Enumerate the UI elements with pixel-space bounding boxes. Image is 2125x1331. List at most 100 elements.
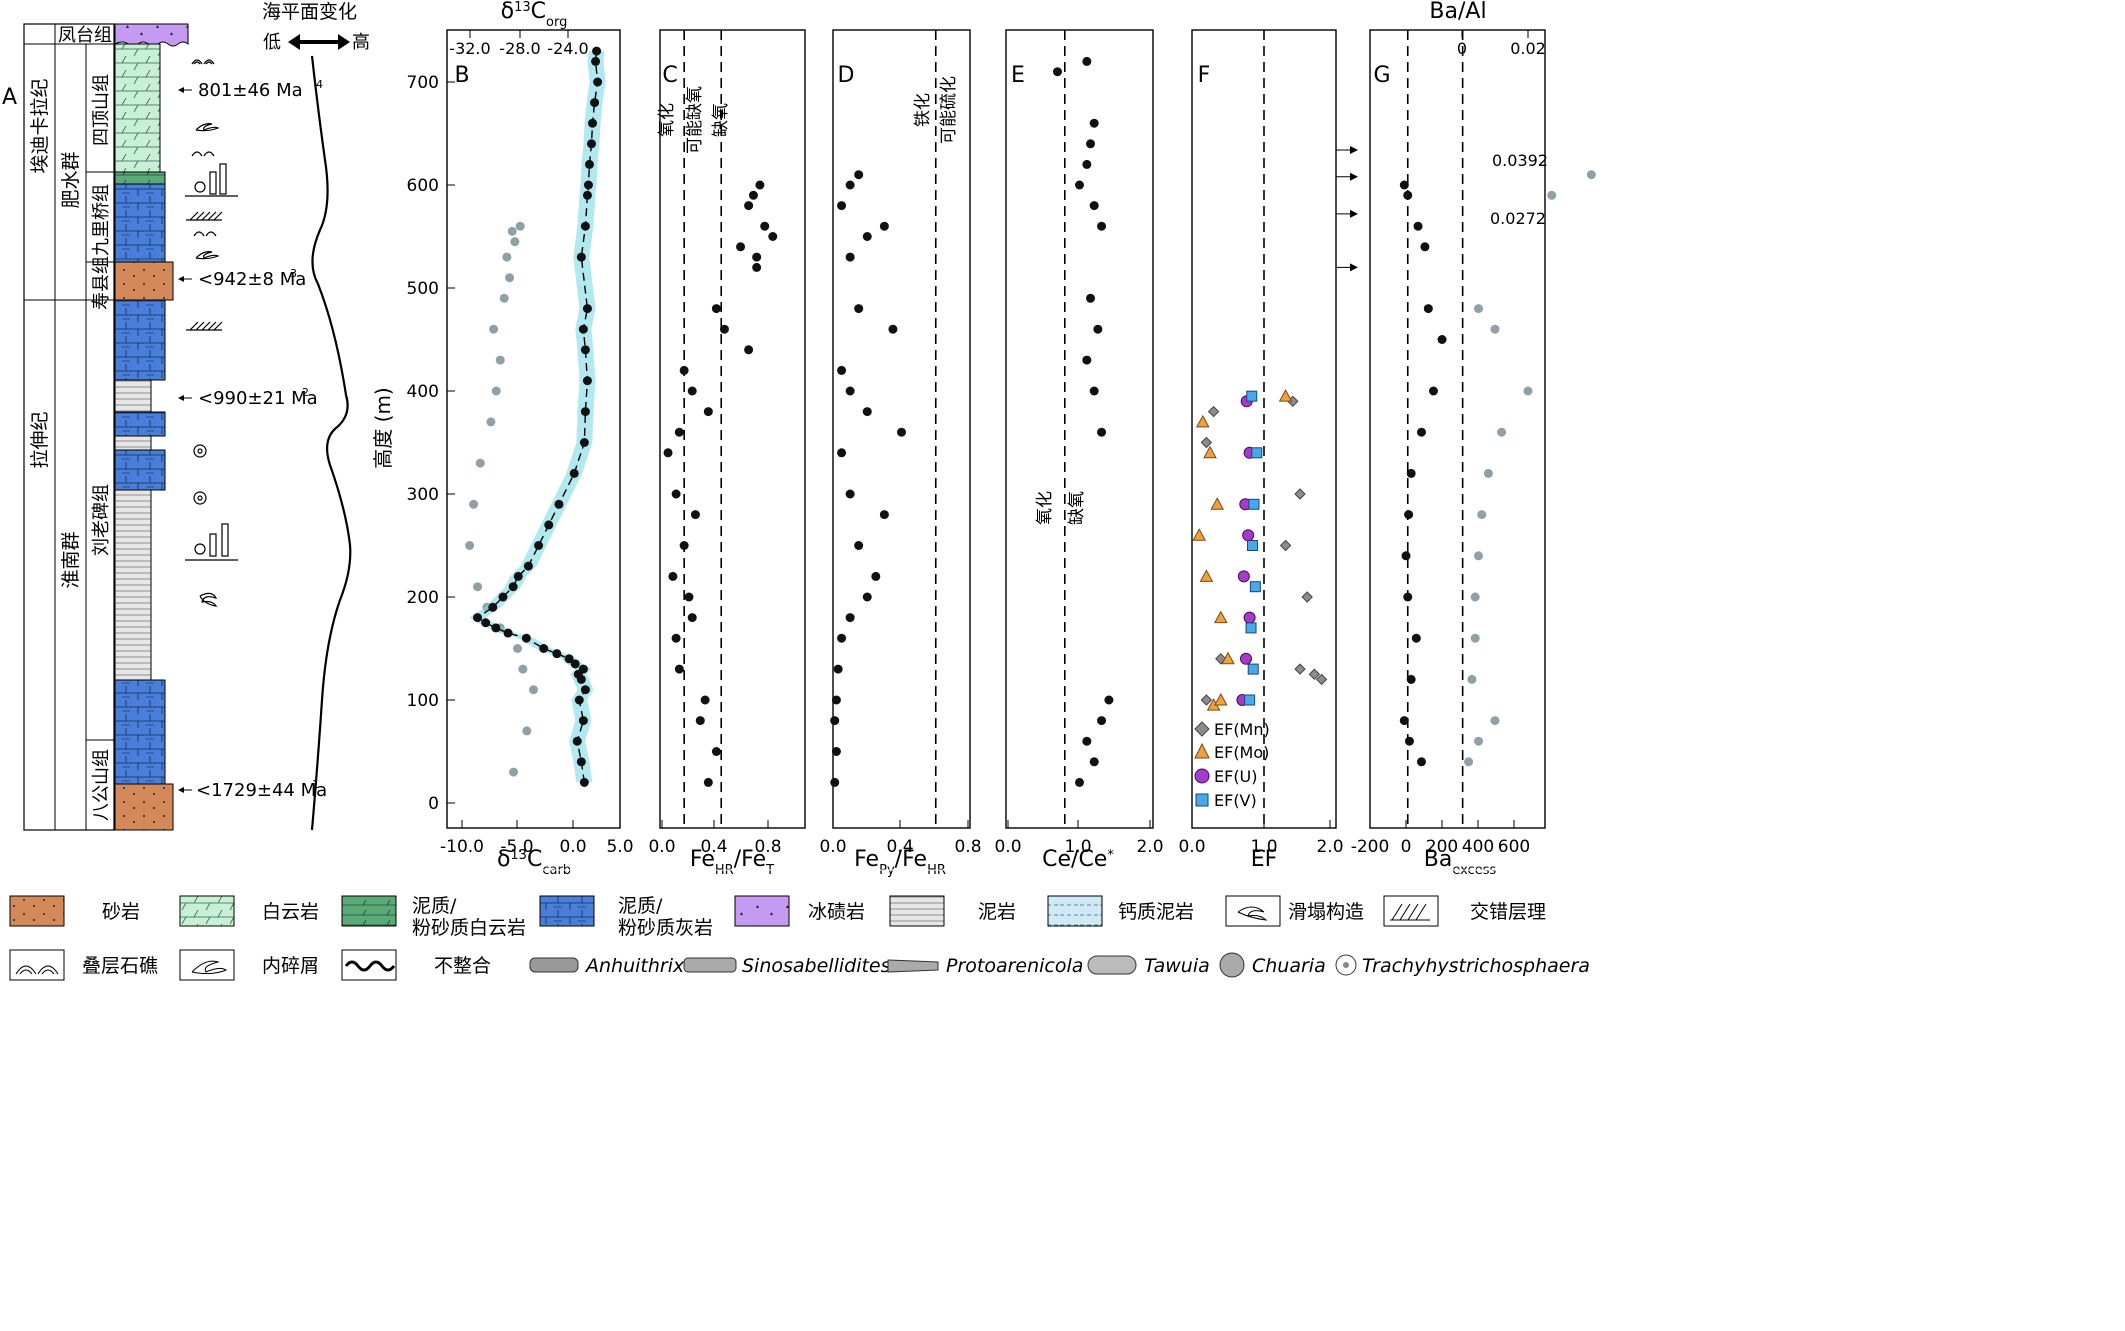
fepy-point xyxy=(831,747,841,756)
stromatolite-icon xyxy=(191,151,215,157)
legend-cross-bedding: 交错层理 xyxy=(1383,895,1546,927)
ccarb-point xyxy=(593,77,603,87)
ba-al-point xyxy=(1474,551,1483,561)
corg-point xyxy=(495,355,505,365)
ccarb-point xyxy=(473,613,483,623)
panel-label-b: B xyxy=(454,63,469,88)
panel-label-e: E xyxy=(1011,63,1025,88)
fepy-point xyxy=(854,304,864,314)
unconformity-icon xyxy=(344,960,396,972)
fepy-point xyxy=(837,633,847,643)
ef-mo-point xyxy=(1221,651,1235,665)
legend-trachyhystrichosphaera: Trachyhystrichosphaera xyxy=(1335,954,1590,977)
ccarb-point xyxy=(591,56,601,66)
fehr-point xyxy=(744,345,754,355)
x-tick-label: 0.8 xyxy=(954,837,981,857)
ccarb-point xyxy=(579,777,589,787)
ba-excess-point xyxy=(1404,510,1414,520)
x-tick-label: 0.8 xyxy=(754,837,781,857)
panel-c-x-label-part: /Fe xyxy=(734,847,766,872)
ef-v-point xyxy=(1247,663,1259,675)
panel-g: GBa/Al0 0.02-200 0 200 400 600Baexcess0.03920… xyxy=(1351,0,1596,878)
ce-point xyxy=(1086,139,1096,149)
ef-u-point xyxy=(1237,570,1250,583)
ccarb-point xyxy=(582,376,592,386)
panel-e-frame xyxy=(1005,29,1154,829)
legend-protoarenicola: Protoarenicola xyxy=(887,955,1083,977)
formation-label-bagongshan: 八公山组 xyxy=(91,749,112,821)
x-tick-label: 1.0 xyxy=(1064,837,1091,857)
fehr-point xyxy=(736,242,746,252)
ef-v-point xyxy=(1246,540,1258,551)
fehr-point xyxy=(684,592,694,602)
x-tick-label: 0.0 xyxy=(994,837,1021,857)
legend-label: 内碎屑 xyxy=(262,955,319,977)
ef-mn-point xyxy=(1315,673,1328,686)
legend-argillaceous-dolomite: 泥质/粉砂质白云岩 xyxy=(341,895,526,939)
intraclast-icon xyxy=(191,960,228,975)
ef-mo-point xyxy=(1199,569,1214,582)
panel-c-x-label-part: Fe xyxy=(690,847,715,872)
panel-d-x-label-part: Fe xyxy=(854,847,879,872)
ccarb-point xyxy=(503,628,513,638)
x-tick-label: -10.0 xyxy=(440,837,484,857)
ccarb-point xyxy=(491,623,501,633)
ba-al-point xyxy=(1477,510,1487,520)
fepy-point xyxy=(831,695,841,705)
chuaria-icon xyxy=(1219,952,1245,978)
ce-point xyxy=(1086,293,1096,303)
legend-sandstone: 砂岩 xyxy=(9,895,140,927)
fehr-point xyxy=(768,232,778,241)
legend-ef-label: EF(Mn) xyxy=(1214,720,1270,739)
ef-mo-point xyxy=(1213,692,1228,706)
sinosabellidites-icon xyxy=(683,957,737,973)
x-tick-label: 400 xyxy=(1462,837,1494,857)
legend-label: Anhuithrix xyxy=(584,955,685,977)
ef-mn-point xyxy=(1279,539,1292,552)
panel-label-g: G xyxy=(1373,63,1390,88)
x-tick-label: -5.0 xyxy=(500,837,533,857)
corg-point xyxy=(515,221,525,231)
fehr-point xyxy=(695,716,705,726)
fepy-point xyxy=(845,613,855,623)
cross-bedding-icon xyxy=(186,321,223,331)
legend-label: 冰碛岩 xyxy=(808,901,865,923)
panel-d-frame xyxy=(832,29,971,829)
ba-excess-point xyxy=(1423,304,1433,314)
fepy-point xyxy=(830,777,840,787)
stratigraphic-column-panel: A 埃迪卡拉纪 拉伸纪 肥水群 淮南群 凤台组 四顶山组 九里桥组 寿县组 刘老… xyxy=(2,1,370,831)
ba-al-point xyxy=(1464,757,1474,767)
ccarb-point xyxy=(572,736,582,746)
legend-label: 叠层石礁 xyxy=(82,955,158,977)
fehr-point xyxy=(711,747,721,756)
ba-al-point xyxy=(1497,427,1507,437)
legend-label: Tawuia xyxy=(1144,955,1210,977)
sea-level-high: 高 xyxy=(352,32,370,53)
panel-b-x-label: δ13Ccarb xyxy=(497,847,571,878)
panel-g-x-label-part: Ba xyxy=(1424,847,1453,872)
ba-al-point xyxy=(1470,592,1480,602)
legend-label: Chuaria xyxy=(1252,955,1326,977)
panel-d-x-label: FePy/FeHR xyxy=(854,847,946,878)
legend-label: 白云岩 xyxy=(262,901,319,923)
ba-al-point xyxy=(1483,468,1493,478)
ba-excess-point xyxy=(1416,427,1426,437)
ccarb-point xyxy=(564,654,574,664)
ef-v-point xyxy=(1251,447,1263,459)
top-tick-label: 0 xyxy=(1457,39,1467,58)
corg-point xyxy=(518,664,528,674)
fehr-point xyxy=(703,407,713,417)
panel-g-frame xyxy=(1369,29,1546,829)
ccarb-point xyxy=(590,98,600,108)
legend-label: 钙质泥岩 xyxy=(1118,901,1194,923)
panel-b-top-title-part: δ xyxy=(501,0,514,24)
legend-label: Sinosabellidites xyxy=(742,955,891,977)
ef-u-point xyxy=(1243,611,1256,624)
corg-point xyxy=(507,226,517,236)
x-tick-label: 200 xyxy=(1426,837,1458,857)
ccarb-point xyxy=(582,190,592,200)
zone-label: 氧化 xyxy=(657,103,677,137)
ba-al-point xyxy=(1547,190,1557,200)
ef-mn-point xyxy=(1207,405,1220,418)
